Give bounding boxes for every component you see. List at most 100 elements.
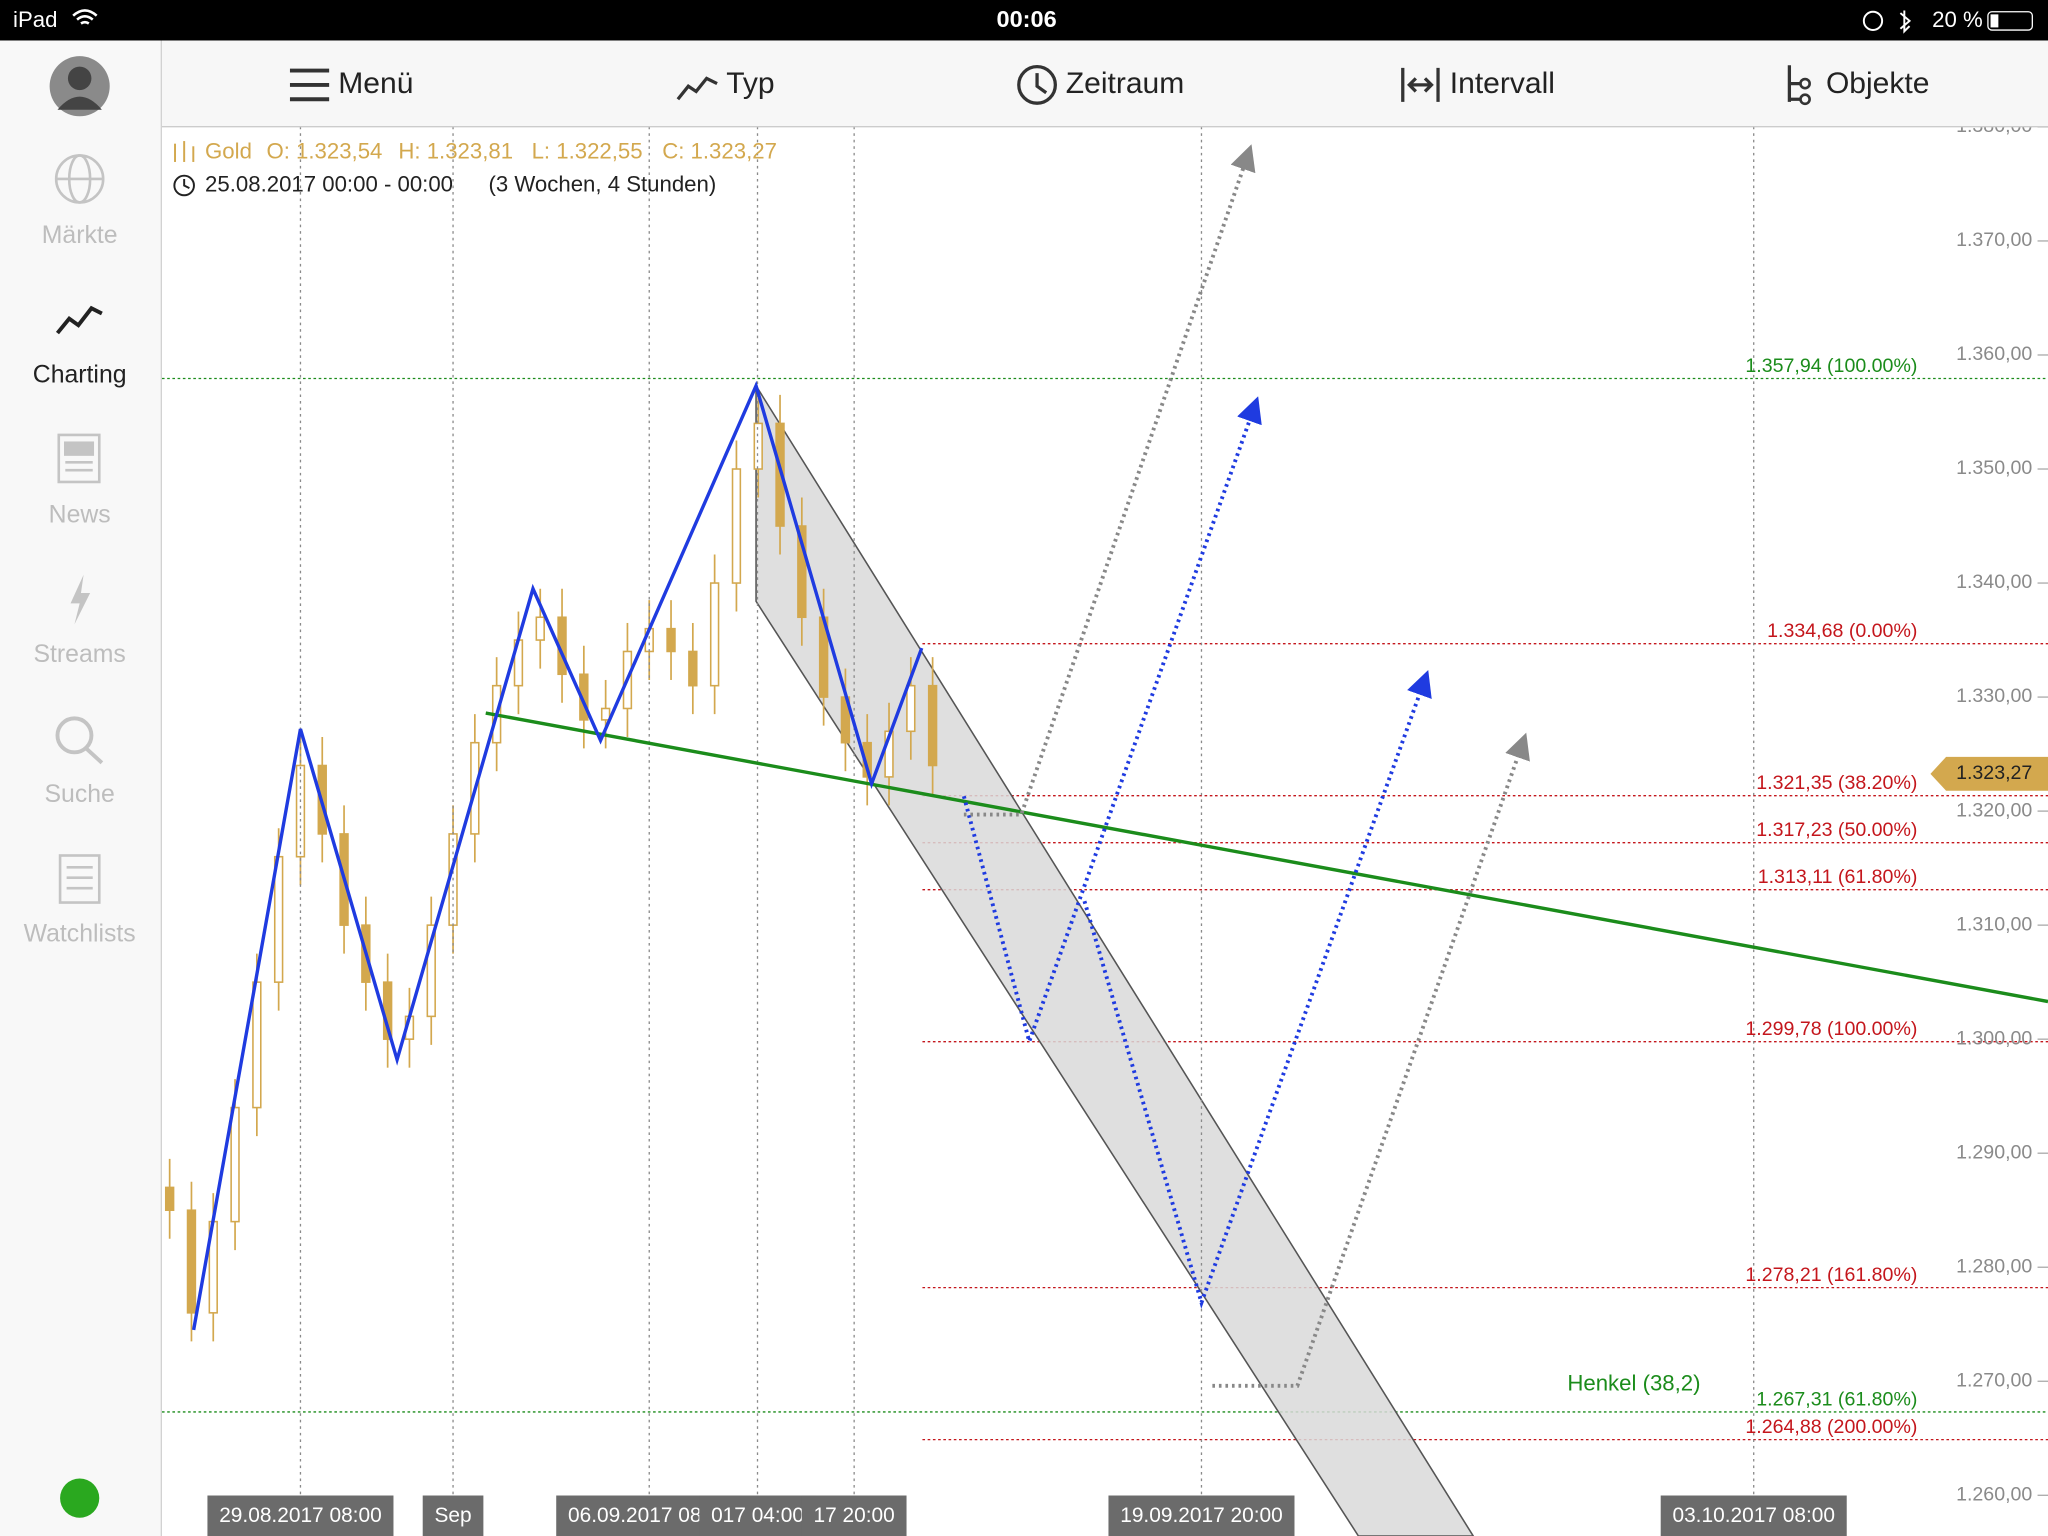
x-tick-box [801, 1495, 907, 1536]
menu-button[interactable] [289, 68, 330, 102]
charting-icon [55, 305, 103, 335]
ohlc-close: C: 1.323,27 [662, 139, 777, 164]
channel [755, 383, 1475, 1536]
y-tick-label: 1.320,00 [1956, 799, 2032, 821]
fib-level-label: 1.317,23 (50.00%) [1756, 819, 1917, 841]
x-tick-box [207, 1495, 394, 1536]
candle-icon [174, 141, 195, 162]
y-tick-label: 1.360,00 [1956, 343, 2032, 365]
period-icon [173, 174, 195, 197]
trend-line [485, 711, 2048, 1004]
plot-area [161, 126, 2048, 1536]
fib-level-label: 1.334,68 (0.00%) [1767, 620, 1917, 642]
candle-body [688, 650, 698, 687]
wifi-icon [72, 9, 98, 25]
x-tick-box [1660, 1495, 1847, 1536]
toolbar-item[interactable]: Typ [726, 67, 774, 100]
x-tick-box [699, 1495, 816, 1536]
lock-icon [1862, 10, 1884, 32]
device: iPad [13, 7, 57, 32]
toolbar-item[interactable]: Objekte [1826, 67, 1930, 100]
sidebar-item[interactable]: Charting [33, 362, 127, 389]
x-tick-label: 017 04:00 [711, 1504, 804, 1527]
objects-icon-dot [1799, 77, 1811, 90]
projection-line [1082, 669, 1432, 1309]
fib-level-label: 1.313,11 (61.80%) [1758, 866, 1918, 888]
avatar-head [67, 66, 92, 91]
candle-body [884, 730, 894, 778]
sidebar-item[interactable]: Märkte [42, 222, 118, 249]
last-price-tag [1930, 756, 2048, 791]
x-tick-label: 06.09.2017 08:00 [568, 1504, 731, 1527]
y-tick-label: 1.270,00 [1956, 1369, 2032, 1391]
globe-icon [54, 154, 105, 204]
time-icon[interactable] [1017, 64, 1057, 105]
candle-body [186, 1209, 197, 1314]
y-tick-label: 1.370,00 [1956, 229, 2032, 251]
sidebar-item[interactable]: News [49, 501, 111, 528]
objects-icon[interactable] [1787, 65, 1800, 102]
candle-body [906, 684, 916, 733]
candle-body [295, 764, 306, 858]
annotation: Henkel (38,2) [1567, 1370, 1700, 1395]
sidebar-item[interactable]: Suche [45, 781, 115, 808]
y-tick-label: 1.330,00 [1956, 685, 2032, 707]
search-icon [55, 716, 104, 765]
x-tick-label: 19.09.2017 20:00 [1120, 1504, 1283, 1527]
candle-body [775, 422, 785, 527]
ohlc-low: L: 1.322,55 [532, 139, 643, 164]
toolbar-item[interactable]: Menü [338, 67, 413, 100]
watchlist-icon [58, 854, 101, 904]
last-price-label: 1.323,27 [1956, 762, 2032, 784]
status-bar [0, 0, 2048, 41]
y-tick-label: 1.350,00 [1956, 457, 2032, 479]
projection-line [963, 144, 1256, 817]
sidebar [0, 40, 161, 1536]
fib-level-label: 1.357,94 (100.00%) [1745, 355, 1917, 377]
period-icon-hands [183, 178, 190, 189]
period: 25.08.2017 00:00 - 00:00 [205, 171, 453, 196]
x-tick-label: Sep [434, 1504, 471, 1527]
candle-body [230, 1106, 240, 1223]
toolbar-item[interactable]: Intervall [1450, 67, 1555, 100]
x-tick-box [422, 1495, 484, 1536]
connection-indicator [60, 1478, 100, 1518]
toolbar [161, 40, 2048, 127]
candle-body [753, 422, 763, 470]
y-tick-label: 1.260,00 [1956, 1483, 2032, 1505]
toolbar-item[interactable]: Zeitraum [1066, 67, 1184, 100]
candle-body [709, 582, 720, 687]
y-tick-label: 1.300,00 [1956, 1027, 2032, 1049]
interval-icon[interactable] [1401, 67, 1440, 102]
instrument: Gold [205, 139, 252, 164]
candle-body [535, 616, 545, 641]
avatar-body [57, 96, 102, 110]
candle-body [927, 684, 938, 767]
fib-level-label: 1.267,31 (61.80%) [1756, 1388, 1917, 1410]
y-tick-label: 1.310,00 [1956, 913, 2032, 935]
ohlc-open: O: 1.323,54 [266, 139, 382, 164]
period-range: (3 Wochen, 4 Stunden) [488, 171, 716, 196]
projection-line [1212, 732, 1530, 1388]
sidebar-item[interactable]: Streams [34, 641, 126, 668]
y-tick-label: 1.280,00 [1956, 1255, 2032, 1277]
y-tick-label: 1.290,00 [1956, 1141, 2032, 1163]
bluetooth-icon [1899, 10, 1912, 34]
candle-body [164, 1186, 175, 1211]
y-tick-label: 1.340,00 [1956, 571, 2032, 593]
fib-level-label: 1.321,35 (38.20%) [1756, 772, 1917, 794]
type-icon[interactable] [676, 76, 718, 101]
news-icon [57, 433, 101, 484]
sidebar-item[interactable]: Watchlists [24, 921, 136, 948]
objects-icon-dot [1799, 93, 1811, 106]
clock: 00:06 [997, 6, 1057, 32]
fib-level-label: 1.299,78 (100.00%) [1745, 1018, 1917, 1040]
zigzag-line [191, 380, 924, 1331]
candle-body [252, 981, 262, 1109]
fib-level-label: 1.278,21 (161.80%) [1745, 1264, 1917, 1286]
battery-icon [1987, 11, 2033, 31]
x-tick-box [1108, 1495, 1295, 1536]
fib-level-label: 1.264,88 (200.00%) [1745, 1416, 1917, 1438]
axis-layer: 1.357,94 (100.00%) 1.334,68 (0.00%) 1.321,… [207, 115, 2048, 1536]
